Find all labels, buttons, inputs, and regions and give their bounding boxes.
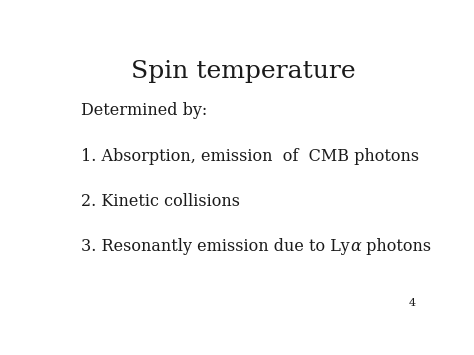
Text: α: α <box>350 238 361 255</box>
Text: 4: 4 <box>409 298 416 308</box>
Text: Determined by:: Determined by: <box>82 103 208 119</box>
Text: 2. Kinetic collisions: 2. Kinetic collisions <box>82 193 240 210</box>
Text: 1. Absorption, emission  of  CMB photons: 1. Absorption, emission of CMB photons <box>82 148 419 164</box>
Text: photons: photons <box>361 238 431 255</box>
Text: Spin temperature: Spin temperature <box>131 60 355 83</box>
Text: 3. Resonantly emission due to Ly: 3. Resonantly emission due to Ly <box>82 238 350 255</box>
